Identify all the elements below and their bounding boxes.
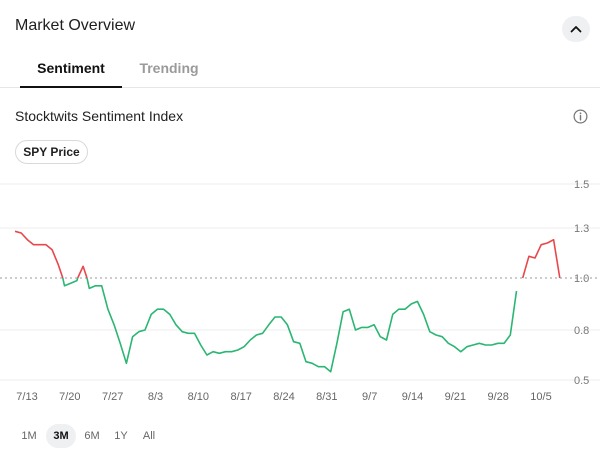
x-tick-label: 7/20	[59, 391, 80, 403]
chevron-up-icon	[570, 26, 582, 33]
collapse-button[interactable]	[562, 16, 590, 42]
y-tick-label: 0.8	[574, 325, 589, 337]
x-tick-label: 10/5	[530, 391, 551, 403]
sentiment-line-low	[62, 277, 79, 287]
y-tick-label: 0.5	[574, 375, 589, 387]
sentiment-chart: 1.5 1.3 1.0 0.8 0.5 7/13 7/20 7/27 8/3 8/10 8/17 8…	[0, 179, 600, 403]
sentiment-line-high	[76, 265, 88, 279]
x-tick-label: 8/24	[273, 391, 294, 403]
range-1m-button[interactable]: 1M	[21, 430, 37, 442]
sentiment-line-low	[86, 277, 518, 373]
y-tick-label: 1.3	[574, 223, 589, 235]
tab-trending[interactable]: Trending	[139, 60, 199, 76]
tab-sentiment[interactable]: Sentiment	[20, 60, 122, 88]
sentiment-line-high	[521, 238, 561, 279]
x-tick-label: 7/13	[16, 391, 37, 403]
x-tick-label: 9/14	[402, 391, 423, 403]
x-tick-label: 8/31	[316, 391, 337, 403]
page-title: Market Overview	[15, 17, 136, 34]
x-tick-label: 8/10	[188, 391, 209, 403]
x-tick-label: 9/28	[487, 391, 508, 403]
range-1y-button[interactable]: 1Y	[114, 430, 128, 442]
tab-bar: Sentiment Trending	[0, 56, 600, 88]
sentiment-index-title: Stocktwits Sentiment Index	[15, 108, 184, 124]
range-3m-button[interactable]: 3M	[46, 424, 76, 448]
x-tick-label: 9/7	[362, 391, 377, 403]
range-all-button[interactable]: All	[142, 430, 156, 442]
x-tick-label: 8/17	[230, 391, 251, 403]
y-tick-label: 1.5	[574, 179, 589, 191]
sentiment-line-high	[14, 230, 64, 279]
y-tick-label: 1.0	[574, 273, 589, 285]
x-tick-label: 7/27	[102, 391, 123, 403]
range-6m-button[interactable]: 6M	[84, 430, 100, 442]
spy-price-toggle[interactable]: SPY Price	[15, 140, 88, 164]
x-tick-label: 8/3	[148, 391, 163, 403]
x-tick-label: 9/21	[445, 391, 466, 403]
header: Market Overview	[0, 0, 600, 56]
info-icon[interactable]	[573, 109, 588, 124]
